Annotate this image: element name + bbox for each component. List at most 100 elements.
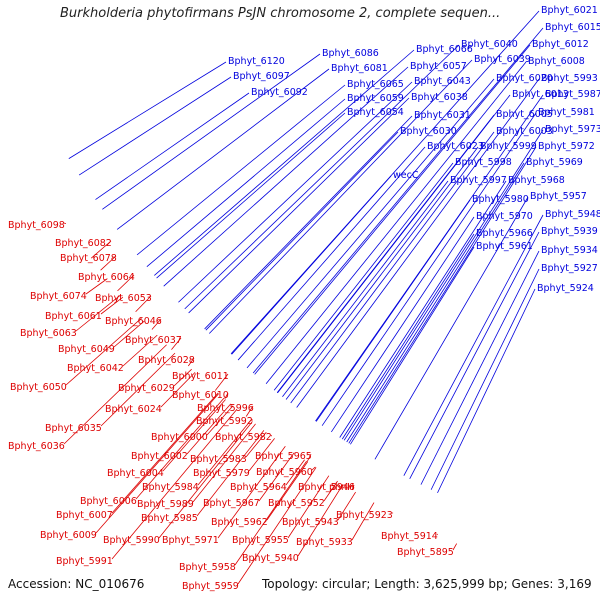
gene-label-reverse[interactable]: Bphyt_5964 (230, 482, 287, 493)
gene-label-reverse[interactable]: Bphyt_6000 (151, 432, 208, 443)
gene-label-reverse[interactable]: phnH (329, 482, 354, 493)
gene-label-reverse[interactable]: Bphyt_6036 (8, 441, 65, 452)
gene-label-forward[interactable]: Bphyt_6057 (410, 61, 467, 72)
gene-label-forward[interactable]: Bphyt_5981 (538, 107, 595, 118)
gene-label-forward[interactable]: Bphyt_6005 (496, 109, 553, 120)
gene-label-forward[interactable]: Bphyt_6043 (414, 76, 471, 87)
gene-label-forward[interactable]: Bphyt_6023 (427, 141, 484, 152)
gene-label-forward[interactable]: Bphyt_6008 (528, 56, 585, 67)
gene-label-reverse[interactable]: Bphyt_6098 (8, 220, 65, 231)
gene-label-forward[interactable]: Bphyt_6066 (416, 44, 473, 55)
gene-label-reverse[interactable]: Bphyt_5943 (282, 517, 339, 528)
gene-label-forward[interactable]: Bphyt_6081 (331, 63, 388, 74)
gene-label-reverse[interactable]: Bphyt_5971 (162, 535, 219, 546)
gene-label-reverse[interactable]: Bphyt_6004 (107, 468, 164, 479)
gene-label-forward[interactable]: Bphyt_5972 (538, 141, 595, 152)
gene-label-reverse[interactable]: Bphyt_5958 (179, 562, 236, 573)
gene-label-reverse[interactable]: Bphyt_5952 (268, 498, 325, 509)
gene-label-forward[interactable]: Bphyt_6040 (461, 39, 518, 50)
gene-label-reverse[interactable]: Bphyt_5990 (103, 535, 160, 546)
gene-label-reverse[interactable]: Bphyt_5992 (196, 416, 253, 427)
gene-label-forward[interactable]: Bphyt_5998 (455, 157, 512, 168)
gene-label-forward[interactable]: Bphyt_5934 (541, 245, 598, 256)
gene-label-forward[interactable]: Bphyt_6020 (496, 73, 553, 84)
gene-label-reverse[interactable]: Bphyt_6078 (60, 253, 117, 264)
gene-label-forward[interactable]: Bphyt_6120 (228, 56, 285, 67)
gene-label-reverse[interactable]: Bphyt_6063 (20, 328, 77, 339)
gene-label-forward[interactable]: Bphyt_6086 (322, 48, 379, 59)
gene-label-reverse[interactable]: Bphyt_6035 (45, 423, 102, 434)
gene-label-reverse[interactable]: Bphyt_6029 (118, 383, 175, 394)
gene-label-forward[interactable]: Bphyt_6097 (233, 71, 290, 82)
gene-label-reverse[interactable]: Bphyt_5962 (211, 517, 268, 528)
gene-label-forward[interactable]: Bphyt_6065 (347, 79, 404, 90)
gene-label-reverse[interactable]: Bphyt_5996 (197, 403, 254, 414)
gene-label-reverse[interactable]: Bphyt_5960 (256, 467, 313, 478)
gene-label-forward[interactable]: Bphyt_5927 (541, 263, 598, 274)
gene-label-forward[interactable]: Bphyt_5961 (476, 241, 533, 252)
gene-label-forward[interactable]: Bphyt_5957 (530, 191, 587, 202)
gene-label-forward[interactable]: Bphyt_5939 (541, 226, 598, 237)
gene-label-forward[interactable]: Bphyt_5966 (476, 228, 533, 239)
gene-label-reverse[interactable]: Bphyt_6007 (56, 510, 113, 521)
gene-label-reverse[interactable]: Bphyt_5983 (190, 454, 247, 465)
gene-label-reverse[interactable]: Bphyt_6049 (58, 344, 115, 355)
gene-label-reverse[interactable]: Bphyt_5923 (336, 510, 393, 521)
gene-label-forward[interactable]: Bphyt_5993 (541, 73, 598, 84)
gene-label-reverse[interactable]: Bphyt_5955 (232, 535, 289, 546)
gene-label-forward[interactable]: Bphyt_6059 (347, 93, 404, 104)
gene-label-forward[interactable]: Bphyt_5980 (472, 194, 529, 205)
gene-label-reverse[interactable]: Bphyt_6050 (10, 382, 67, 393)
gene-label-forward[interactable]: Bphyt_5987 (545, 89, 600, 100)
gene-label-forward[interactable]: Bphyt_5973 (545, 124, 600, 135)
gene-label-reverse[interactable]: Bphyt_6061 (45, 311, 102, 322)
gene-label-forward[interactable]: Bphyt_6015 (545, 22, 600, 33)
gene-label-reverse[interactable]: Bphyt_6024 (105, 404, 162, 415)
gene-label-reverse[interactable]: Bphyt_6064 (78, 272, 135, 283)
gene-label-reverse[interactable]: Bphyt_5989 (137, 499, 194, 510)
gene-label-forward[interactable]: Bphyt_5999 (480, 141, 537, 152)
gene-label-reverse[interactable]: Bphyt_5991 (56, 556, 113, 567)
gene-label-forward[interactable]: Bphyt_6092 (251, 87, 308, 98)
gene-label-forward[interactable]: Bphyt_6012 (532, 39, 589, 50)
gene-label-forward[interactable]: Bphyt_6031 (414, 110, 471, 121)
gene-label-reverse[interactable]: Bphyt_5985 (141, 513, 198, 524)
gene-label-forward[interactable]: wecC (393, 170, 419, 181)
gene-label-reverse[interactable]: Bphyt_6042 (67, 363, 124, 374)
gene-label-reverse[interactable]: Bphyt_5914 (381, 531, 438, 542)
gene-label-forward[interactable]: Bphyt_6003 (496, 126, 553, 137)
gene-label-reverse[interactable]: Bphyt_5984 (142, 482, 199, 493)
gene-label-reverse[interactable]: Bphyt_6009 (40, 530, 97, 541)
gene-label-reverse[interactable]: Bphyt_6037 (125, 335, 182, 346)
gene-label-reverse[interactable]: Bphyt_5982 (215, 432, 272, 443)
gene-label-forward[interactable]: Bphyt_6013 (512, 89, 569, 100)
gene-label-forward[interactable]: Bphyt_6039 (474, 54, 531, 65)
gene-label-reverse[interactable]: Bphyt_6046 (105, 316, 162, 327)
gene-label-forward[interactable]: Bphyt_5948 (545, 209, 600, 220)
gene-label-reverse[interactable]: Bphyt_5965 (255, 451, 312, 462)
gene-label-forward[interactable]: Bphyt_5997 (450, 175, 507, 186)
gene-label-reverse[interactable]: Bphyt_5940 (242, 553, 299, 564)
gene-label-reverse[interactable]: Bphyt_5967 (203, 498, 260, 509)
gene-label-reverse[interactable]: Bphyt_6010 (172, 390, 229, 401)
gene-label-forward[interactable]: Bphyt_5969 (526, 157, 583, 168)
gene-label-reverse[interactable]: Bphyt_6002 (131, 451, 188, 462)
gene-label-reverse[interactable]: Bphyt_6028 (138, 355, 195, 366)
gene-label-reverse[interactable]: Bphyt_6011 (172, 371, 229, 382)
gene-label-forward[interactable]: Bphyt_6038 (411, 92, 468, 103)
gene-label-forward[interactable]: Bphyt_6030 (400, 126, 457, 137)
gene-label-reverse[interactable]: Bphyt_6074 (30, 291, 87, 302)
gene-label-reverse[interactable]: Bphyt_6006 (80, 496, 137, 507)
gene-label-reverse[interactable]: Bphyt_6082 (55, 238, 112, 249)
gene-label-reverse[interactable]: Bphyt_6053 (95, 293, 152, 304)
gene-label-reverse[interactable]: Bphyt_5933 (296, 537, 353, 548)
gene-label-reverse[interactable]: Bphyt_5946 (298, 482, 355, 493)
gene-label-forward[interactable]: Bphyt_5968 (508, 175, 565, 186)
gene-label-forward[interactable]: Bphyt_5970 (476, 211, 533, 222)
gene-label-forward[interactable]: Bphyt_5924 (537, 283, 594, 294)
gene-label-reverse[interactable]: Bphyt_5959 (182, 581, 239, 592)
gene-label-reverse[interactable]: Bphyt_5895 (397, 547, 454, 558)
gene-label-forward[interactable]: Bphyt_6054 (347, 107, 404, 118)
gene-label-reverse[interactable]: Bphyt_5979 (193, 468, 250, 479)
